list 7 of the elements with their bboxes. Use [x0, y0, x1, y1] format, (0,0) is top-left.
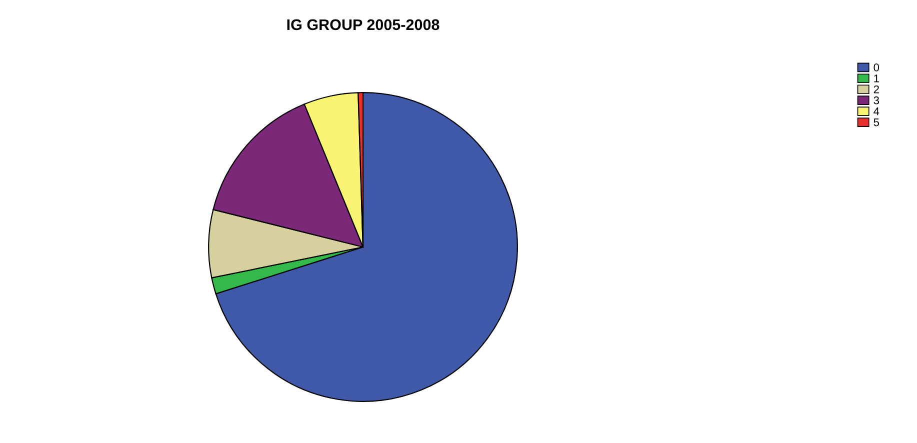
legend-label: 5 — [874, 118, 880, 126]
legend-label: 0 — [874, 64, 880, 72]
legend-label: 4 — [874, 108, 880, 116]
chart-title: IG GROUP 2005-2008 — [287, 19, 440, 30]
legend-label: 1 — [874, 74, 879, 82]
legend-label: 3 — [874, 96, 879, 104]
legend-label: 2 — [874, 85, 879, 94]
